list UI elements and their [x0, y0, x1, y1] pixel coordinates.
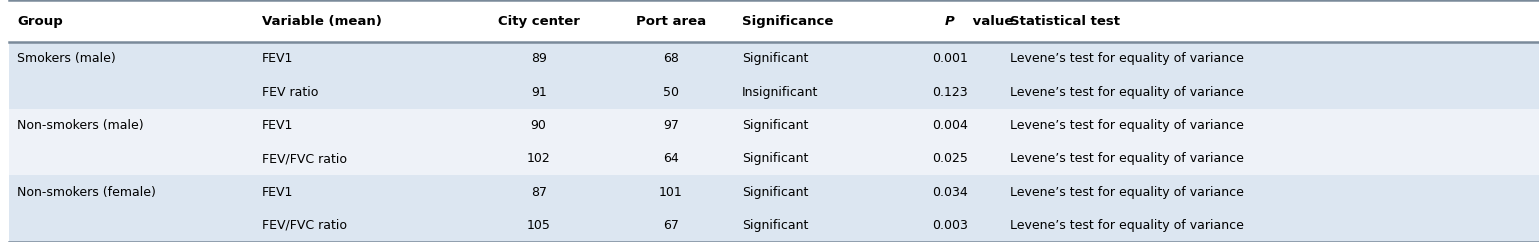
Bar	[1002, 175, 1539, 209]
Bar	[254, 76, 469, 109]
Bar	[469, 209, 608, 242]
Bar	[1002, 76, 1539, 109]
Text: 64: 64	[663, 152, 679, 165]
Bar	[1002, 42, 1539, 76]
Bar	[897, 142, 1002, 175]
Text: Non-smokers (female): Non-smokers (female)	[17, 186, 155, 199]
Text: 101: 101	[659, 186, 683, 199]
Text: 0.004: 0.004	[931, 119, 968, 132]
Text: FEV/FVC ratio: FEV/FVC ratio	[262, 219, 346, 232]
Bar	[9, 175, 254, 209]
Text: Significant: Significant	[742, 219, 808, 232]
Text: Statistical test: Statistical test	[1010, 15, 1119, 28]
Text: 0.025: 0.025	[931, 152, 968, 165]
Text: 89: 89	[531, 53, 546, 66]
Text: 91: 91	[531, 86, 546, 99]
Bar	[608, 0, 734, 42]
Bar	[9, 0, 254, 42]
Text: 0.034: 0.034	[931, 186, 968, 199]
Text: P: P	[945, 15, 954, 28]
Text: Levene’s test for equality of variance: Levene’s test for equality of variance	[1010, 119, 1244, 132]
Bar	[1002, 109, 1539, 142]
Text: FEV1: FEV1	[262, 119, 292, 132]
Text: 90: 90	[531, 119, 546, 132]
Bar	[897, 0, 1002, 42]
Text: Levene’s test for equality of variance: Levene’s test for equality of variance	[1010, 186, 1244, 199]
Text: Levene’s test for equality of variance: Levene’s test for equality of variance	[1010, 152, 1244, 165]
Text: Levene’s test for equality of variance: Levene’s test for equality of variance	[1010, 86, 1244, 99]
Text: FEV1: FEV1	[262, 53, 292, 66]
Text: Non-smokers (male): Non-smokers (male)	[17, 119, 143, 132]
Text: Insignificant: Insignificant	[742, 86, 819, 99]
Bar	[734, 209, 897, 242]
Text: Variable (mean): Variable (mean)	[262, 15, 382, 28]
Bar	[608, 209, 734, 242]
Text: 68: 68	[663, 53, 679, 66]
Text: Port area: Port area	[636, 15, 706, 28]
Bar	[897, 175, 1002, 209]
Bar	[734, 42, 897, 76]
Bar	[897, 109, 1002, 142]
Bar	[469, 142, 608, 175]
Bar	[9, 142, 254, 175]
Bar	[897, 76, 1002, 109]
Bar	[254, 42, 469, 76]
Bar	[469, 175, 608, 209]
Bar	[734, 76, 897, 109]
Text: 97: 97	[663, 119, 679, 132]
Bar	[608, 42, 734, 76]
Bar	[734, 109, 897, 142]
Text: Smokers (male): Smokers (male)	[17, 53, 115, 66]
Bar	[734, 175, 897, 209]
Bar	[1002, 142, 1539, 175]
Bar	[734, 0, 897, 42]
Bar	[1002, 0, 1539, 42]
Bar	[469, 0, 608, 42]
Text: Levene’s test for equality of variance: Levene’s test for equality of variance	[1010, 219, 1244, 232]
Bar	[9, 42, 254, 76]
Bar	[608, 142, 734, 175]
Bar	[897, 42, 1002, 76]
Bar	[608, 76, 734, 109]
Text: FEV/FVC ratio: FEV/FVC ratio	[262, 152, 346, 165]
Bar	[897, 209, 1002, 242]
Text: Group: Group	[17, 15, 63, 28]
Bar	[254, 0, 469, 42]
Text: 67: 67	[663, 219, 679, 232]
Bar	[254, 142, 469, 175]
Text: Significant: Significant	[742, 152, 808, 165]
Bar	[734, 142, 897, 175]
Text: Levene’s test for equality of variance: Levene’s test for equality of variance	[1010, 53, 1244, 66]
Bar	[469, 76, 608, 109]
Text: Significant: Significant	[742, 53, 808, 66]
Text: 102: 102	[526, 152, 551, 165]
Bar	[469, 42, 608, 76]
Bar	[254, 209, 469, 242]
Text: 105: 105	[526, 219, 551, 232]
Text: Significance: Significance	[742, 15, 833, 28]
Text: FEV ratio: FEV ratio	[262, 86, 319, 99]
Bar	[9, 209, 254, 242]
Text: City center: City center	[497, 15, 580, 28]
Bar	[254, 109, 469, 142]
Text: 87: 87	[531, 186, 546, 199]
Text: 0.003: 0.003	[931, 219, 968, 232]
Text: Significant: Significant	[742, 186, 808, 199]
Bar	[608, 175, 734, 209]
Text: value: value	[968, 15, 1013, 28]
Bar	[1002, 209, 1539, 242]
Text: 0.001: 0.001	[931, 53, 968, 66]
Text: 0.123: 0.123	[931, 86, 968, 99]
Bar	[254, 175, 469, 209]
Text: 50: 50	[663, 86, 679, 99]
Text: Significant: Significant	[742, 119, 808, 132]
Bar	[9, 76, 254, 109]
Bar	[469, 109, 608, 142]
Bar	[608, 109, 734, 142]
Text: FEV1: FEV1	[262, 186, 292, 199]
Bar	[9, 109, 254, 142]
